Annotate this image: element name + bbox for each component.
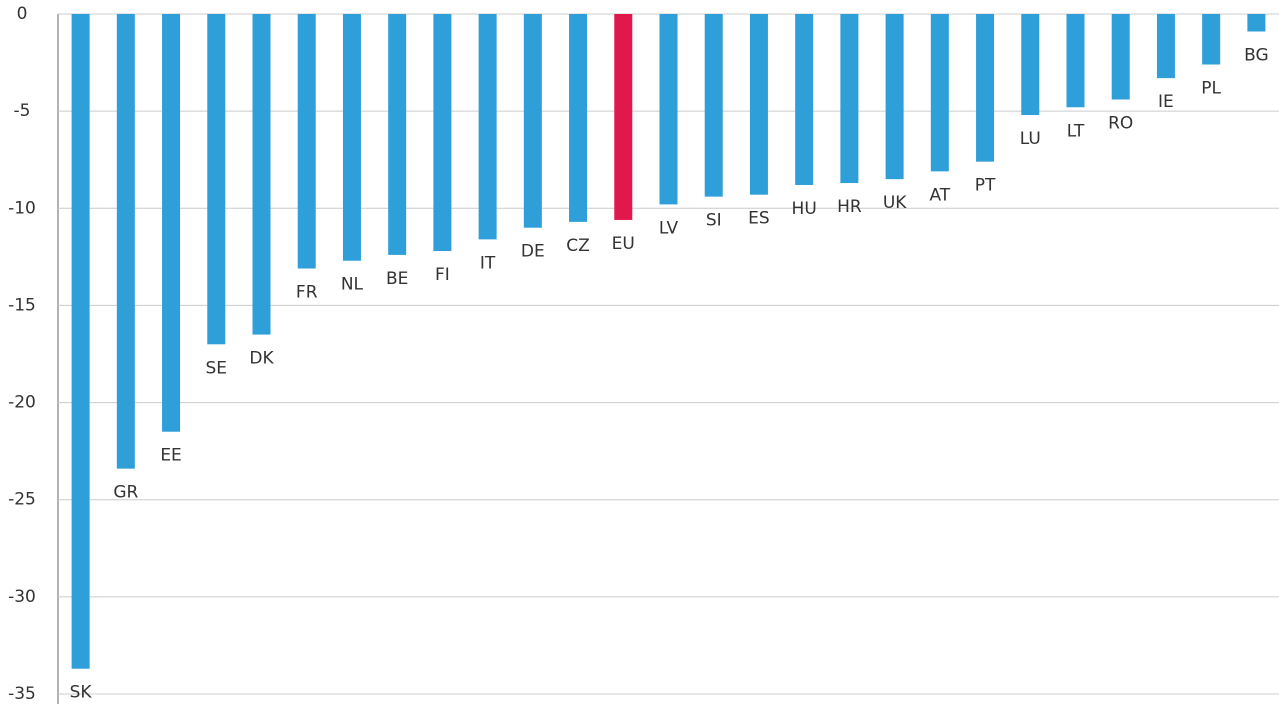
- bar: [1247, 14, 1266, 32]
- bar: [704, 14, 723, 197]
- bar: [433, 14, 452, 252]
- category-label: HU: [792, 199, 817, 219]
- bar: [297, 14, 316, 269]
- category-label: AT: [929, 185, 950, 205]
- bar: [342, 14, 361, 261]
- category-label: SI: [706, 211, 722, 231]
- category-label: NL: [341, 275, 364, 295]
- category-label: LU: [1020, 129, 1041, 149]
- y-tick-label: 0: [17, 4, 28, 24]
- bar: [523, 14, 542, 228]
- bar: [659, 14, 678, 205]
- category-label: FR: [296, 283, 318, 303]
- bar: [116, 14, 135, 469]
- category-label: SE: [206, 358, 228, 378]
- y-tick-label: -25: [8, 490, 36, 510]
- category-label: IE: [1158, 92, 1174, 112]
- bar: [207, 14, 226, 345]
- bar: [1156, 14, 1175, 79]
- bar: [162, 14, 181, 432]
- category-label: FI: [435, 265, 450, 285]
- category-label: UK: [883, 193, 907, 213]
- category-label: PT: [975, 176, 996, 196]
- bar: [885, 14, 904, 180]
- category-label: DE: [521, 242, 545, 262]
- category-label: HR: [837, 197, 862, 217]
- y-tick-label: -30: [8, 587, 36, 607]
- bar: [252, 14, 271, 335]
- category-label: DK: [249, 349, 274, 369]
- y-tick-label: -10: [8, 198, 36, 218]
- category-label: RO: [1108, 113, 1133, 133]
- category-label: LT: [1067, 121, 1085, 141]
- bar: [614, 14, 633, 220]
- y-tick-label: -35: [8, 684, 36, 704]
- bar: [930, 14, 949, 172]
- category-label: CZ: [566, 236, 590, 256]
- bar: [569, 14, 588, 222]
- y-tick-label: -20: [8, 393, 36, 413]
- bar: [478, 14, 497, 240]
- bar: [1111, 14, 1130, 100]
- y-tick-label: -5: [14, 101, 31, 121]
- category-label: EE: [160, 446, 181, 466]
- bar: [71, 14, 90, 669]
- bar: [840, 14, 859, 184]
- category-label: GR: [113, 483, 138, 503]
- category-label: SK: [70, 683, 93, 703]
- bar: [976, 14, 995, 162]
- bar: [388, 14, 407, 255]
- category-label: ES: [748, 209, 770, 229]
- bar: [1066, 14, 1085, 108]
- y-tick-label: -15: [8, 295, 36, 315]
- category-label: EU: [612, 234, 635, 254]
- category-label: LV: [659, 218, 679, 238]
- category-label: BE: [386, 269, 408, 289]
- bar: [795, 14, 814, 185]
- category-label: PL: [1201, 79, 1221, 99]
- bar: [749, 14, 768, 195]
- category-label: BG: [1244, 45, 1269, 65]
- bar: [1202, 14, 1221, 65]
- category-label: IT: [480, 253, 496, 273]
- bar: [1021, 14, 1040, 116]
